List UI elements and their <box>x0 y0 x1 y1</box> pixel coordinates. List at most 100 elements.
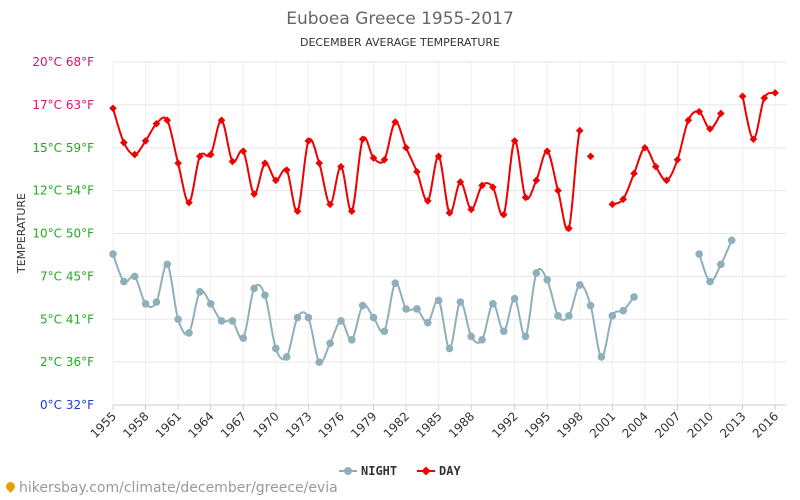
data-point-day[interactable] <box>326 200 334 209</box>
data-point-day[interactable] <box>337 162 345 171</box>
data-point-night[interactable] <box>499 327 508 336</box>
data-point-day[interactable] <box>130 150 139 159</box>
data-point-night[interactable] <box>130 272 139 281</box>
data-point-day[interactable] <box>206 150 215 159</box>
data-point-day[interactable] <box>413 167 421 176</box>
data-point-night[interactable] <box>565 312 573 320</box>
data-point-night[interactable] <box>586 301 595 310</box>
data-point-day[interactable] <box>250 190 258 198</box>
data-point-night[interactable] <box>445 344 454 353</box>
data-point-day[interactable] <box>575 126 584 135</box>
data-point-day[interactable] <box>695 107 703 116</box>
data-point-day[interactable] <box>662 176 671 185</box>
data-point-night[interactable] <box>250 284 258 293</box>
data-point-night[interactable] <box>358 301 367 310</box>
data-point-night[interactable] <box>217 317 226 325</box>
data-point-day[interactable] <box>109 104 117 113</box>
data-point-night[interactable] <box>423 318 432 327</box>
data-point-day[interactable] <box>771 89 779 97</box>
data-point-day[interactable] <box>239 147 248 155</box>
data-point-day[interactable] <box>315 159 324 167</box>
data-point-day[interactable] <box>565 224 573 233</box>
data-point-night[interactable] <box>554 312 562 320</box>
data-point-day[interactable] <box>348 207 356 216</box>
data-point-day[interactable] <box>293 207 302 216</box>
data-point-night[interactable] <box>196 288 204 296</box>
data-point-day[interactable] <box>619 195 627 203</box>
data-point-night[interactable] <box>152 298 161 306</box>
data-point-day[interactable] <box>141 137 150 145</box>
data-point-night[interactable] <box>315 358 324 366</box>
data-point-day[interactable] <box>543 147 551 155</box>
data-point-day[interactable] <box>120 138 128 147</box>
data-point-day[interactable] <box>445 209 454 217</box>
data-point-night[interactable] <box>141 300 150 308</box>
data-point-day[interactable] <box>196 152 204 161</box>
data-point-night[interactable] <box>467 332 476 341</box>
data-point-night[interactable] <box>293 313 302 322</box>
legend[interactable]: NIGHT DAY <box>339 464 461 478</box>
data-point-day[interactable] <box>185 198 193 207</box>
data-point-day[interactable] <box>391 118 400 126</box>
data-point-night[interactable] <box>282 353 291 361</box>
data-point-night[interactable] <box>532 269 541 277</box>
data-point-day[interactable] <box>272 176 280 185</box>
data-point-night[interactable] <box>272 344 280 353</box>
data-point-day[interactable] <box>369 154 378 162</box>
data-point-night[interactable] <box>163 260 172 269</box>
data-point-day[interactable] <box>282 166 291 174</box>
data-point-day[interactable] <box>717 109 725 118</box>
data-point-day[interactable] <box>499 210 508 219</box>
data-point-day[interactable] <box>434 152 443 161</box>
data-point-day[interactable] <box>608 200 617 209</box>
legend-item-day[interactable]: DAY <box>417 464 461 478</box>
data-point-day[interactable] <box>174 159 182 167</box>
data-point-day[interactable] <box>673 155 682 164</box>
data-point-day[interactable] <box>641 143 649 152</box>
data-point-day[interactable] <box>380 155 389 164</box>
data-point-night[interactable] <box>521 332 530 341</box>
data-point-night[interactable] <box>261 291 269 300</box>
data-point-day[interactable] <box>749 135 758 143</box>
data-point-day[interactable] <box>152 119 161 128</box>
data-point-night[interactable] <box>543 276 551 284</box>
data-point-night[interactable] <box>706 277 714 286</box>
data-point-day[interactable] <box>532 176 541 185</box>
data-point-day[interactable] <box>760 94 769 102</box>
data-point-night[interactable] <box>174 315 182 324</box>
data-point-night[interactable] <box>608 312 617 320</box>
data-point-day[interactable] <box>684 116 693 125</box>
data-point-night[interactable] <box>619 306 627 315</box>
data-point-night[interactable] <box>391 279 400 288</box>
data-point-night[interactable] <box>727 236 736 245</box>
data-point-night[interactable] <box>456 298 465 306</box>
data-point-day[interactable] <box>510 137 519 145</box>
data-point-day[interactable] <box>651 162 660 171</box>
data-point-day[interactable] <box>423 197 432 205</box>
data-point-day[interactable] <box>478 181 486 190</box>
data-point-day[interactable] <box>738 92 747 101</box>
data-point-night[interactable] <box>597 353 606 361</box>
data-point-day[interactable] <box>456 178 465 186</box>
data-point-day[interactable] <box>261 159 269 167</box>
data-point-day[interactable] <box>521 193 530 202</box>
data-point-day[interactable] <box>217 116 226 125</box>
legend-item-night[interactable]: NIGHT <box>339 464 397 478</box>
data-point-night[interactable] <box>717 260 725 269</box>
data-point-night[interactable] <box>326 339 334 348</box>
data-point-night[interactable] <box>304 313 313 322</box>
data-point-day[interactable] <box>586 152 595 161</box>
data-point-day[interactable] <box>163 116 172 125</box>
data-point-night[interactable] <box>239 334 248 342</box>
data-point-night[interactable] <box>434 296 443 305</box>
data-point-night[interactable] <box>478 336 486 344</box>
data-point-night[interactable] <box>630 293 638 301</box>
watermark[interactable]: hikersbay.com/climate/december/greece/ev… <box>4 480 338 496</box>
data-point-day[interactable] <box>228 157 237 166</box>
data-point-day[interactable] <box>630 169 638 178</box>
data-point-night[interactable] <box>402 305 410 313</box>
data-point-day[interactable] <box>554 186 562 195</box>
data-point-night[interactable] <box>489 300 497 308</box>
data-point-day[interactable] <box>402 143 410 152</box>
data-point-night[interactable] <box>185 329 193 337</box>
